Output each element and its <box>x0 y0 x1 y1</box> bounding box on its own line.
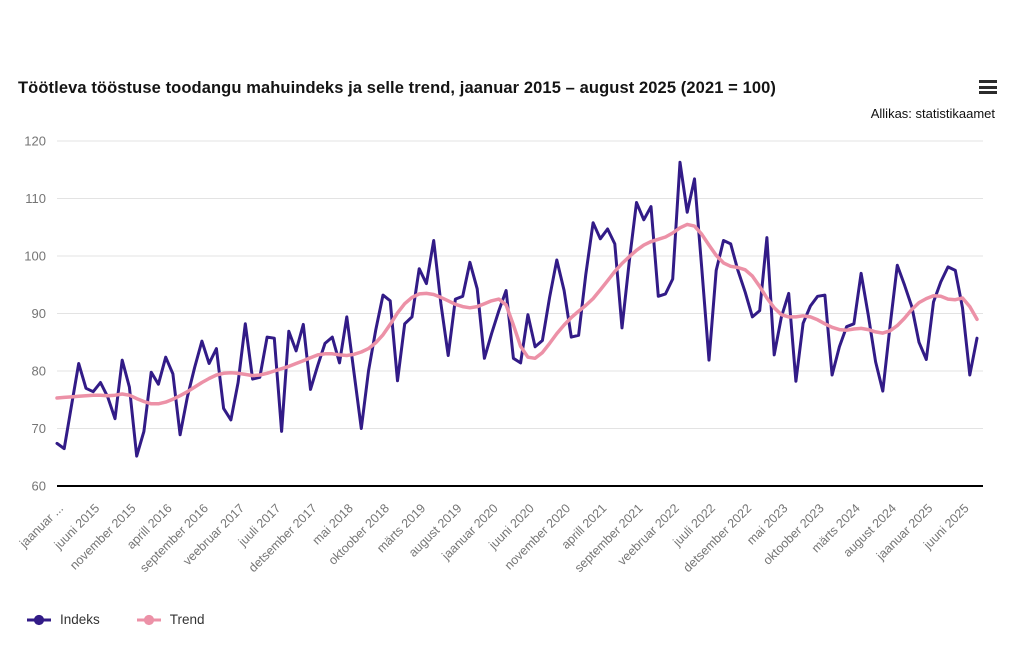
y-axis-tick-label: 120 <box>24 134 46 149</box>
legend-label: Indeks <box>60 612 100 627</box>
series-line-trend[interactable] <box>55 222 979 406</box>
x-axis-tick-label: detsember 2017 <box>246 501 320 575</box>
legend-item-trend[interactable]: Trend <box>136 612 205 627</box>
y-axis-tick-label: 100 <box>24 249 46 264</box>
y-axis-tick-label: 90 <box>32 306 46 321</box>
hamburger-menu-icon[interactable] <box>979 80 997 95</box>
legend-item-indeks[interactable]: Indeks <box>26 612 100 627</box>
legend-label: Trend <box>169 612 205 627</box>
trend-line-marker-icon <box>136 614 161 625</box>
y-axis-tick-label: 70 <box>32 421 46 436</box>
chart-legend: Indeks Trend <box>26 612 205 627</box>
series-line-indeks[interactable] <box>55 160 979 458</box>
indeks-line-marker-icon <box>27 614 51 625</box>
menu-bar <box>979 85 997 89</box>
y-axis-tick-label: 110 <box>25 191 46 206</box>
x-axis-tick-label: detsember 2022 <box>681 501 755 575</box>
source-attribution: Allikas: statistikaamet <box>870 106 995 121</box>
y-axis-tick-label: 60 <box>32 479 46 494</box>
menu-bar <box>979 80 997 83</box>
menu-bar <box>979 91 997 95</box>
chart-title: Töötleva tööstuse toodangu mahuindeks ja… <box>18 79 777 97</box>
y-axis-tick-label: 80 <box>32 364 46 379</box>
